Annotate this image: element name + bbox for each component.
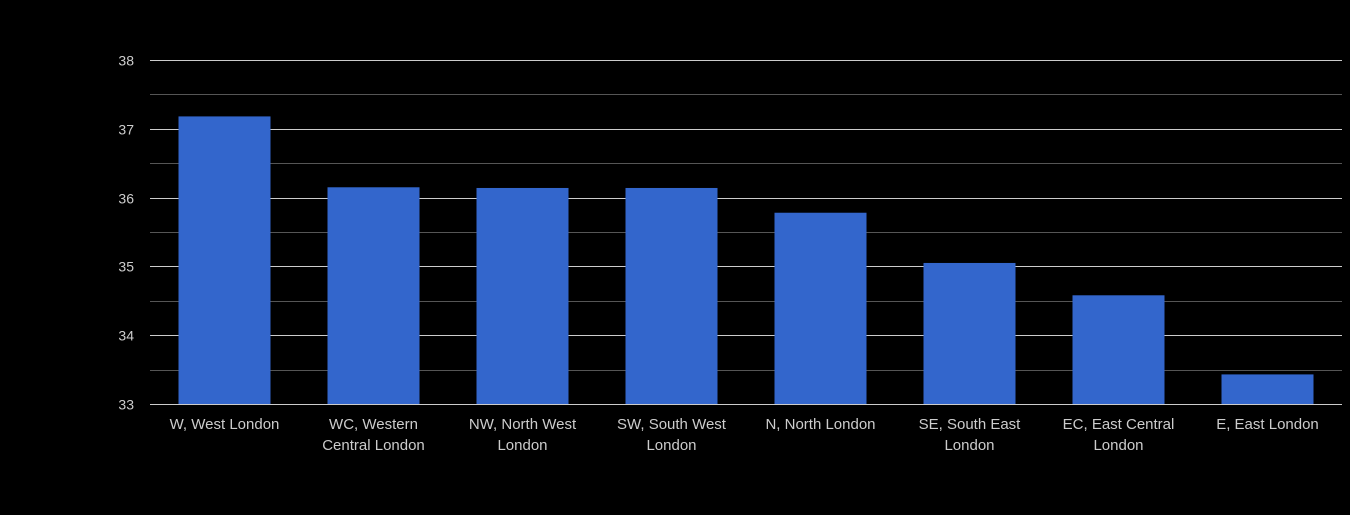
bar (1221, 374, 1314, 404)
x-tick-label: WC, Western Central London (322, 416, 425, 454)
bar (923, 262, 1016, 404)
x-tick-label: E, East London (1216, 416, 1319, 433)
bar (774, 212, 867, 404)
bar (625, 187, 718, 404)
x-tick-label: SW, South West London (617, 416, 727, 454)
y-tick-label: 38 (118, 53, 134, 69)
bars (178, 116, 1314, 404)
bar (327, 187, 420, 404)
y-tick-label: 34 (118, 328, 134, 344)
bar (1072, 295, 1165, 404)
y-tick-label: 37 (118, 122, 134, 138)
bar (476, 187, 569, 404)
x-tick-label: N, North London (765, 416, 875, 433)
x-tick-label: EC, East Central London (1063, 416, 1175, 454)
x-axis-ticks: W, West London WC, Western Central London N… (170, 416, 1319, 454)
x-tick-label: SE, South East London (919, 416, 1022, 454)
y-tick-label: 36 (118, 191, 134, 207)
y-tick-label: 33 (118, 397, 134, 413)
bar (178, 116, 271, 404)
x-tick-label: W, West London (170, 416, 280, 433)
y-tick-label: 35 (118, 259, 134, 275)
x-tick-label: NW, North West London (469, 416, 577, 454)
y-axis-ticks: 33 34 35 36 37 38 (118, 53, 134, 413)
